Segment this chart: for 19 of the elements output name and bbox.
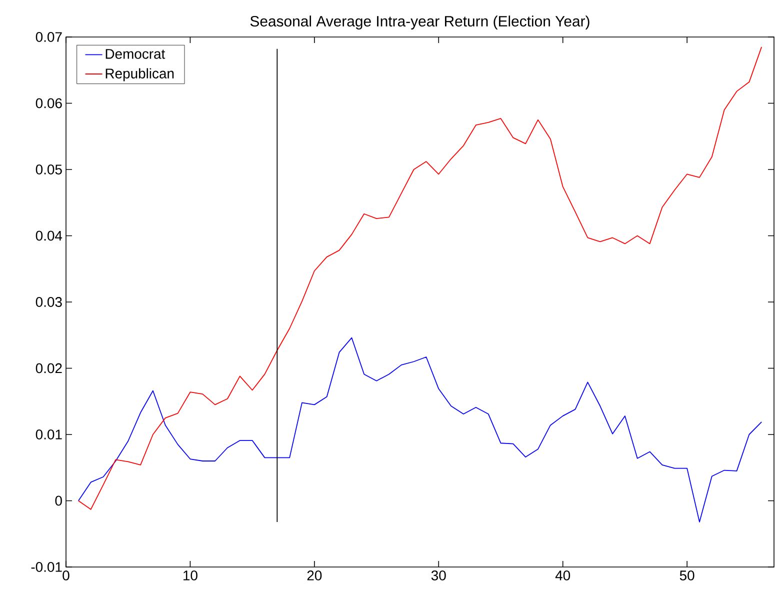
line-series [78, 46, 762, 510]
y-tick-label: 0 [55, 496, 62, 506]
x-tick-label: 10 [184, 570, 198, 580]
y-tick-label: -0.01 [31, 562, 62, 572]
x-tick-label: 40 [555, 570, 570, 580]
y-tick-label: 0.04 [36, 230, 62, 241]
x-tick-label: 30 [431, 570, 446, 580]
chart-title: Seasonal Average Intra-year Return (Election Year) [250, 16, 590, 30]
legend-label: Democrat [106, 49, 166, 59]
x-tick-label: 50 [680, 570, 694, 580]
x-tick-label: 0 [62, 570, 70, 580]
y-tick-label: 0.03 [36, 297, 62, 307]
x-tick-label: 20 [307, 570, 322, 580]
y-tick-label: 0.02 [36, 363, 62, 374]
y-tick-label: 0.05 [36, 164, 62, 174]
legend-label: Republican [106, 68, 174, 82]
y-tick-label: 0.07 [36, 32, 62, 42]
y-tick-label: 0.06 [36, 98, 62, 108]
y-tick-label: 0.01 [36, 430, 62, 440]
